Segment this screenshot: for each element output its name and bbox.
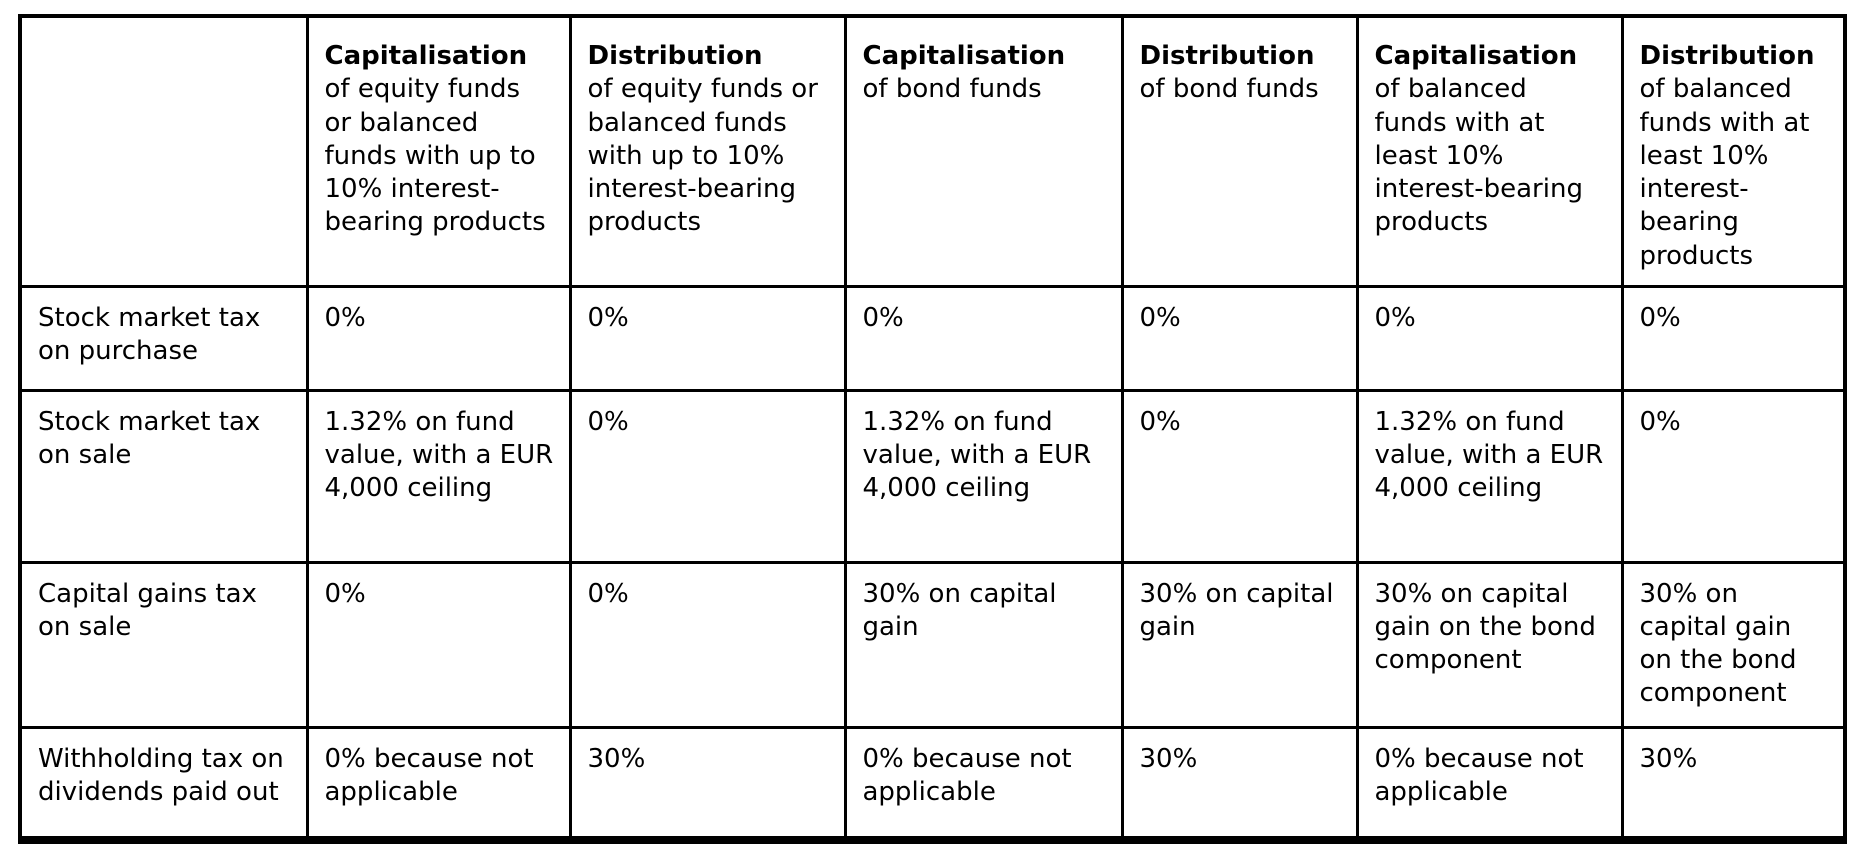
data-cell: 0% bbox=[568, 284, 847, 392]
data-cell: 0% bbox=[1120, 388, 1359, 564]
corner-cell bbox=[18, 14, 309, 288]
column-subtitle: of equity funds or balanced funds with u… bbox=[587, 74, 818, 238]
data-cell: 0% bbox=[568, 560, 847, 729]
header-cell-capitalisation-bond: Capitalisation of bond funds bbox=[843, 14, 1124, 288]
column-title: Capitalisation bbox=[862, 41, 1066, 71]
column-subtitle: of bond funds bbox=[1139, 74, 1319, 105]
data-cell: 0% bbox=[568, 388, 847, 564]
data-cell: 30% bbox=[1620, 725, 1847, 842]
data-cell: 30% on capital gain on the bond componen… bbox=[1620, 560, 1847, 729]
data-cell: 1.32% on fund value, with a EUR 4,000 ce… bbox=[843, 388, 1124, 564]
column-subtitle: of bond funds bbox=[862, 74, 1042, 105]
header-cell-distribution-balanced: Distribution of balanced funds with at l… bbox=[1620, 14, 1847, 288]
data-cell: 30% bbox=[1120, 725, 1359, 842]
data-cell: 0% bbox=[305, 560, 572, 729]
table-row-withholding-tax-dividends: Withholding tax on dividends paid out 0%… bbox=[18, 725, 1847, 842]
header-row: Capitalisation of equity funds or balanc… bbox=[18, 14, 1847, 288]
data-cell: 0% bbox=[1120, 284, 1359, 392]
column-title: Distribution bbox=[1639, 41, 1815, 71]
header-cell-distribution-bond: Distribution of bond funds bbox=[1120, 14, 1359, 288]
header-cell-distribution-equity: Distribution of equity funds or balanced… bbox=[568, 14, 847, 288]
data-cell: 0% bbox=[305, 284, 572, 392]
column-title: Distribution bbox=[587, 41, 763, 71]
data-cell: 30% bbox=[568, 725, 847, 842]
data-cell: 0% bbox=[1620, 388, 1847, 564]
data-cell: 1.32% on fund value, with a EUR 4,000 ce… bbox=[305, 388, 572, 564]
column-title: Capitalisation bbox=[1374, 41, 1578, 71]
table-row-stock-market-tax-sale: Stock market tax on sale 1.32% on fund v… bbox=[18, 388, 1847, 564]
column-subtitle: of equity funds or balanced funds with u… bbox=[324, 74, 546, 238]
column-subtitle: of balanced funds with at least 10% inte… bbox=[1374, 74, 1583, 238]
row-label-cell: Stock market tax on purchase bbox=[18, 284, 309, 392]
header-cell-capitalisation-equity: Capitalisation of equity funds or balanc… bbox=[305, 14, 572, 288]
column-subtitle: of balanced funds with at least 10% inte… bbox=[1639, 74, 1810, 271]
data-cell: 0% bbox=[1620, 284, 1847, 392]
table-row-capital-gains-tax-sale: Capital gains tax on sale 0% 0% 30% on c… bbox=[18, 560, 1847, 729]
data-cell: 0% because not applicable bbox=[843, 725, 1124, 842]
data-cell: 0% because not applicable bbox=[1355, 725, 1624, 842]
row-label-cell: Stock market tax on sale bbox=[18, 388, 309, 564]
header-cell-capitalisation-balanced: Capitalisation of balanced funds with at… bbox=[1355, 14, 1624, 288]
data-cell: 30% on capital gain bbox=[1120, 560, 1359, 729]
data-cell: 0% bbox=[843, 284, 1124, 392]
data-cell: 1.32% on fund value, with a EUR 4,000 ce… bbox=[1355, 388, 1624, 564]
data-cell: 30% on capital gain bbox=[843, 560, 1124, 729]
column-title: Distribution bbox=[1139, 41, 1315, 71]
row-label-cell: Capital gains tax on sale bbox=[18, 560, 309, 729]
data-cell: 0% bbox=[1355, 284, 1624, 392]
row-label-cell: Withholding tax on dividends paid out bbox=[18, 725, 309, 842]
fund-tax-comparison-table: Capitalisation of equity funds or balanc… bbox=[18, 14, 1847, 844]
data-cell: 30% on capital gain on the bond componen… bbox=[1355, 560, 1624, 729]
table-row-stock-market-tax-purchase: Stock market tax on purchase 0% 0% 0% 0%… bbox=[18, 284, 1847, 392]
column-title: Capitalisation bbox=[324, 41, 528, 71]
data-cell: 0% because not applicable bbox=[305, 725, 572, 842]
